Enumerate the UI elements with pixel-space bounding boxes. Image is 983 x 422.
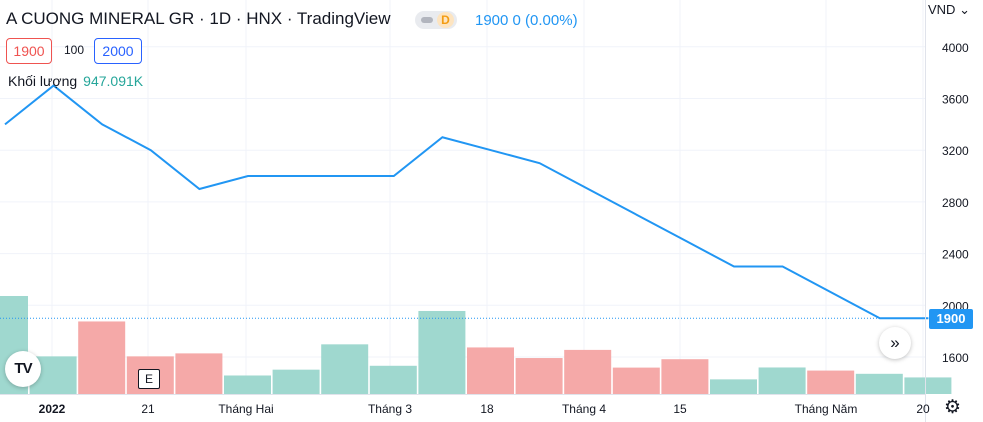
price-tick-label: 2800 [942, 196, 969, 210]
current-price-label: 1900 [929, 309, 973, 329]
volume-bar [661, 359, 709, 394]
time-tick-label: Tháng Hai [218, 402, 273, 416]
time-tick-label: Tháng 3 [368, 402, 412, 416]
volume-bar [224, 375, 271, 394]
sell-button[interactable]: 1900 [6, 38, 52, 64]
volume-bar [78, 321, 126, 394]
time-tick-label: 15 [673, 402, 687, 416]
volume-bar [758, 367, 806, 394]
volume-bar [855, 373, 903, 394]
price-tick-label: 3200 [942, 144, 969, 158]
tradingview-logo-icon[interactable]: TV [5, 351, 41, 387]
status-dot-icon [421, 17, 433, 23]
volume-bar [515, 358, 563, 394]
volume-legend[interactable]: Khối lượng 947.091K [8, 73, 143, 89]
currency-label: VND [928, 2, 956, 17]
volume-label: Khối lượng [8, 73, 78, 89]
time-tick-label: 21 [141, 402, 155, 416]
last-price-change: 1900 0 (0.00%) [475, 12, 578, 29]
double-chevron-right-icon[interactable]: » [879, 327, 911, 359]
price-line [4, 84, 929, 320]
time-tick-label: 20 [916, 402, 930, 416]
volume-bar [321, 344, 369, 394]
volume-bar [369, 365, 417, 394]
time-tick-label: Tháng Năm [795, 402, 858, 416]
volume-bar [418, 310, 466, 394]
gear-icon[interactable]: ⚙ [944, 397, 962, 418]
price-tick-label: 3600 [942, 93, 969, 107]
volume-bar [710, 379, 757, 394]
volume-bar [904, 377, 952, 394]
volume-bar [272, 369, 320, 394]
volume-bar [175, 353, 223, 394]
price-tick-label: 4000 [942, 41, 969, 55]
market-status-letter: D [437, 12, 454, 28]
time-tick-label: 18 [480, 402, 494, 416]
volume-value: 947.091K [83, 73, 144, 89]
volume-bar [564, 349, 612, 394]
spread-value: 100 [64, 43, 85, 57]
price-tick-label: 1600 [942, 351, 969, 365]
earnings-event-marker[interactable]: E [138, 369, 160, 389]
time-tick-label: Tháng 4 [562, 402, 606, 416]
price-tick-label: 2400 [942, 248, 969, 262]
volume-bar [807, 370, 855, 394]
market-status-badge[interactable]: D [415, 11, 457, 29]
volume-bar [612, 367, 660, 394]
chevron-down-icon: ⌄ [959, 2, 970, 17]
time-tick-label: 2022 [39, 402, 66, 416]
volume-bar [467, 347, 514, 394]
buy-button[interactable]: 2000 [94, 38, 142, 64]
symbol-title: A CUONG MINERAL GR · 1D · HNX · TradingV… [6, 9, 391, 28]
currency-selector[interactable]: VND ⌄ [928, 2, 970, 18]
